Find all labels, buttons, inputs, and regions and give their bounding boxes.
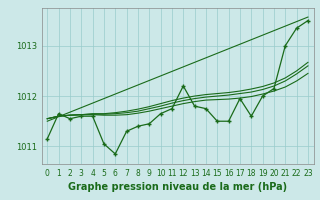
X-axis label: Graphe pression niveau de la mer (hPa): Graphe pression niveau de la mer (hPa) bbox=[68, 182, 287, 192]
